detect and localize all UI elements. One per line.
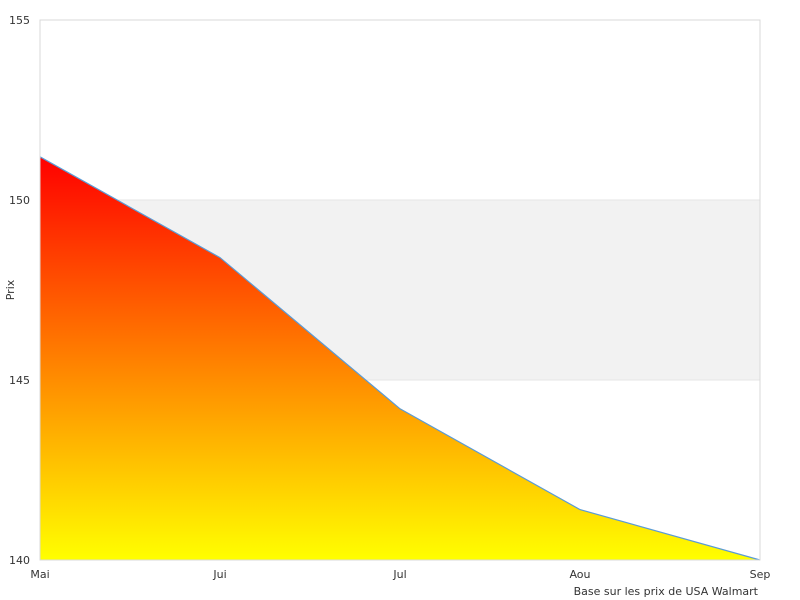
y-tick-label: 140 bbox=[9, 554, 30, 567]
y-tick-label: 150 bbox=[9, 194, 30, 207]
plot-border bbox=[39, 19, 761, 561]
y-tick-label: 145 bbox=[9, 374, 30, 387]
x-tick-label: Aou bbox=[569, 568, 590, 581]
y-tick-label: 155 bbox=[9, 14, 30, 27]
y-axis-title: Prix bbox=[4, 279, 17, 300]
x-axis-ticks: Mai Jui Jul Aou Sep bbox=[30, 568, 770, 581]
x-tick-label: Sep bbox=[750, 568, 771, 581]
x-tick-label: Jui bbox=[212, 568, 226, 581]
source-caption: Base sur les prix de USA Walmart bbox=[574, 585, 759, 598]
x-tick-label: Mai bbox=[30, 568, 49, 581]
y-axis-ticks: 140 145 150 155 bbox=[9, 14, 30, 567]
x-tick-label: Jul bbox=[392, 568, 406, 581]
price-line bbox=[39, 156, 761, 561]
